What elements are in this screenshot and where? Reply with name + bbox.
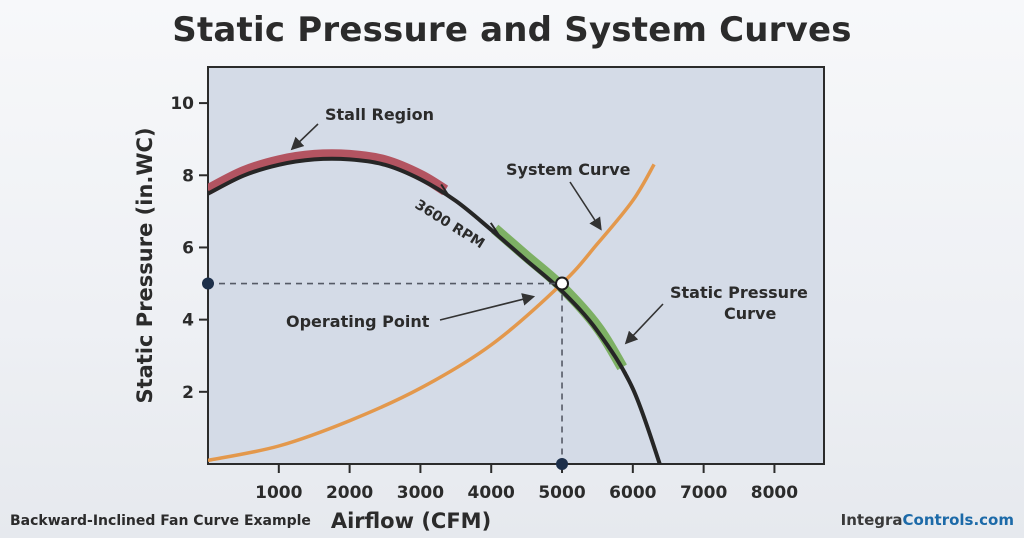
operating-point-marker <box>555 276 570 291</box>
x-tick-label: 6000 <box>609 483 656 503</box>
y-axis-marker <box>202 277 214 290</box>
x-tick-label: 8000 <box>751 483 798 503</box>
static-pressure-label-line1: Static Pressure <box>670 283 808 302</box>
y-tick-label: 6 <box>182 238 194 258</box>
chart-title: Static Pressure and System Curves <box>172 10 852 50</box>
stall-region-band <box>208 149 449 196</box>
system-curve-label: System Curve <box>506 160 631 179</box>
operating-point-arrow <box>439 293 536 321</box>
x-tick-label: 1000 <box>255 483 302 503</box>
operating-guides <box>202 276 570 470</box>
system-curve-line <box>208 163 656 463</box>
x-axis-label: Airflow (CFM) <box>331 509 491 533</box>
x-axis-marker <box>556 458 569 470</box>
y-axis-label: Static Pressure (in.WC) <box>133 127 157 403</box>
x-tick-label: 7000 <box>680 483 727 503</box>
stall-region-arrow <box>290 123 319 151</box>
plot-area <box>207 66 825 465</box>
brand-name: Integra <box>840 511 903 529</box>
stall-region-label: Stall Region <box>325 105 434 124</box>
x-tick-label: 5000 <box>538 483 585 503</box>
static-pressure-arrow <box>624 303 664 345</box>
axes: 2 4 6 8 10 1000 2000 3000 4000 5000 6000 7000 8000 Ai… <box>133 94 798 533</box>
static-pressure-label-line2: Curve <box>724 304 776 323</box>
y-tick-label: 10 <box>170 94 194 114</box>
x-tick-label: 4000 <box>468 483 515 503</box>
figure-caption: Backward-Inclined Fan Curve Example <box>10 513 311 529</box>
x-tick-label: 2000 <box>326 483 373 503</box>
operating-point-label: Operating Point <box>286 312 430 331</box>
static-pressure-curve-line <box>208 156 662 464</box>
y-tick-label: 2 <box>182 383 194 403</box>
x-tick-label: 3000 <box>397 483 444 503</box>
brand-name-accent: Controls.com <box>902 511 1014 529</box>
system-curve-arrow <box>569 181 602 231</box>
y-tick-label: 4 <box>182 311 194 331</box>
y-tick-label: 8 <box>182 166 194 186</box>
brand-logo-text[interactable]: IntegraControls.com <box>841 511 1014 529</box>
